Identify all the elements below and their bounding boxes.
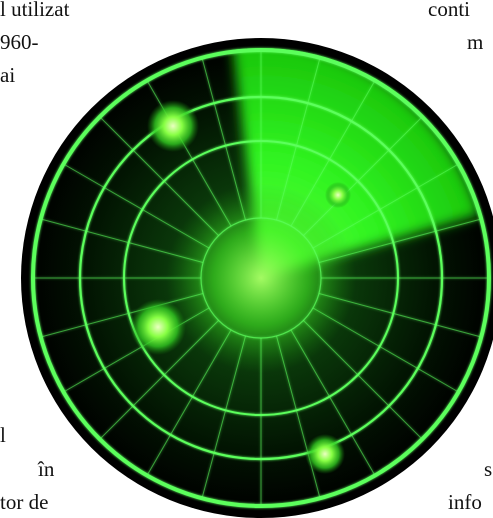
radar-spoke [303,320,423,440]
text-fragment-right-1: conti [428,0,470,21]
text-fragment-right-4: info [448,490,482,514]
text-fragment-left-6: tor de [0,490,49,514]
text-fragment-right-2: m [467,30,484,54]
radar-spoke [318,293,482,338]
radar-spoke [276,335,321,499]
text-fragment-left-5: în [38,457,55,481]
radar-spoke [201,335,246,499]
radar-spoke [312,163,459,249]
radar-spoke [201,57,246,221]
text-fragment-left-1: l utilizat [0,0,70,21]
radar-spoke [290,80,376,227]
radar-spoke [276,57,321,221]
radar-spoke [146,329,232,476]
radar-spoke [63,163,210,249]
text-fragment-left-3: ai [0,63,16,87]
radar-blip [130,299,186,355]
text-fragment-left-2: 960- [0,30,39,54]
radar-grid [31,48,491,508]
radar-spoke [318,218,482,263]
text-fragment-right-3: s [484,457,493,481]
radar-blip [305,434,345,474]
radar-blips [130,100,351,474]
text-fragment-left-4: l [0,423,6,447]
radar-spoke [290,329,376,476]
radar-spoke [99,116,219,236]
radar-spoke [40,293,204,338]
radar-blip [147,100,199,152]
radar-blip [325,182,351,208]
radar-spoke [303,116,423,236]
radar-spoke [99,320,219,440]
radar-spoke [312,307,459,393]
radar-spoke [40,218,204,263]
